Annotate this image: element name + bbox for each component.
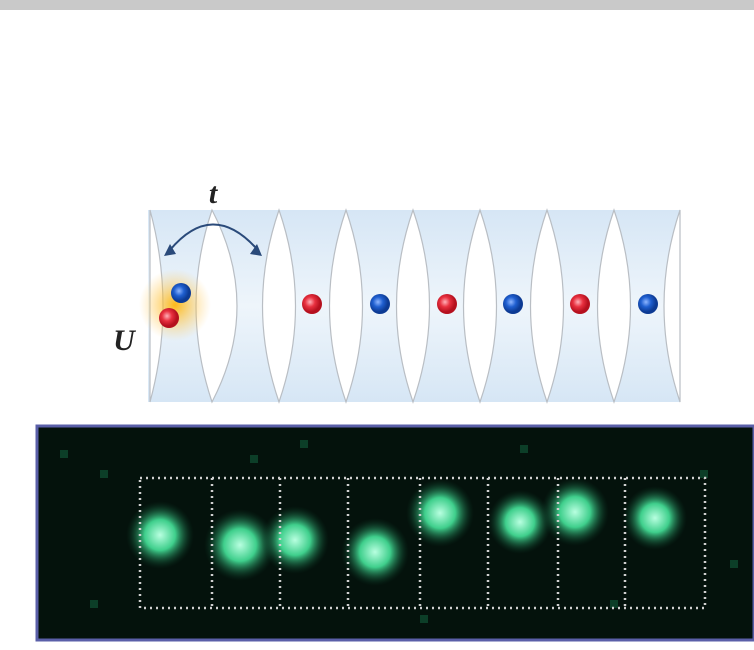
interaction-label: U (113, 324, 136, 357)
tunneling-label: t (209, 177, 219, 210)
figure: t U (0, 0, 754, 650)
lattice (148, 210, 680, 402)
fluorescence-image (37, 426, 754, 640)
page: t U (0, 0, 754, 650)
top-bar (0, 0, 754, 10)
